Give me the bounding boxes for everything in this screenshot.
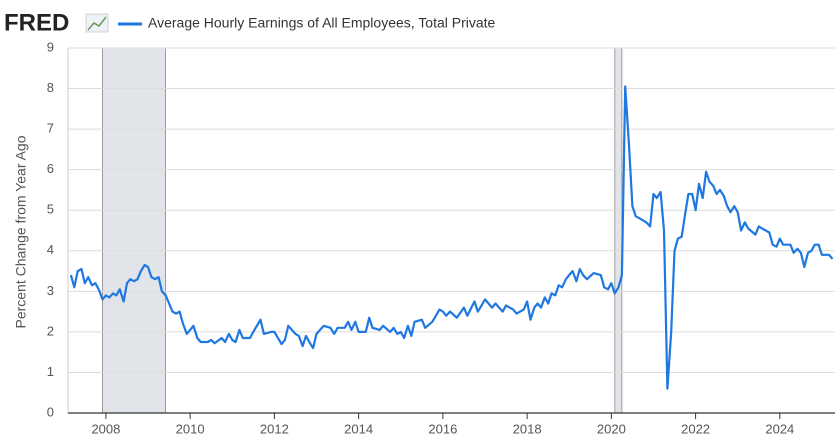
y-tick-label: 1	[47, 364, 54, 379]
y-tick-label: 5	[47, 202, 54, 217]
recession-band	[102, 47, 166, 414]
y-tick-label: 3	[47, 283, 54, 298]
logo: FRED	[4, 9, 69, 36]
y-tick-label: 2	[47, 323, 54, 338]
y-axis-label: Percent Change from Year Ago	[13, 135, 29, 328]
x-tick-label: 2012	[260, 421, 289, 436]
y-tick-label: 6	[47, 161, 54, 176]
x-tick-label: 2020	[597, 421, 626, 436]
logo-icon	[85, 13, 109, 33]
y-tick-label: 9	[47, 39, 54, 54]
data-line	[69, 85, 834, 390]
y-tick-label: 0	[47, 404, 54, 419]
recession-band	[614, 47, 623, 414]
x-tick-label: 2022	[681, 421, 710, 436]
x-tick-label: 2024	[765, 421, 794, 436]
y-tick-label: 7	[47, 121, 54, 136]
legend-label: Average Hourly Earnings of All Employees…	[148, 15, 496, 31]
y-tick-label: 8	[47, 80, 54, 95]
x-tick-label: 2016	[428, 421, 457, 436]
x-tick-label: 2018	[513, 421, 542, 436]
x-tick-label: 2010	[176, 421, 205, 436]
y-tick-label: 4	[47, 242, 54, 257]
x-tick-label: 2008	[91, 421, 120, 436]
x-tick-label: 2014	[344, 421, 373, 436]
